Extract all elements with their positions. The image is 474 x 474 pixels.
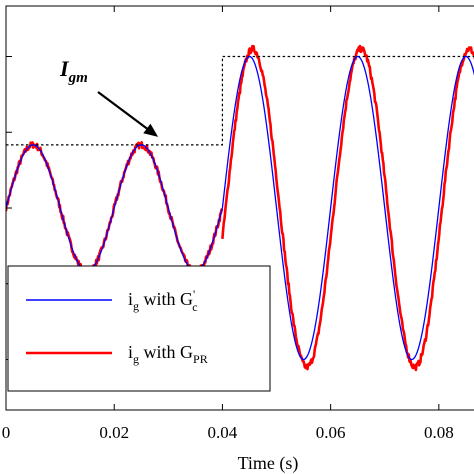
igm-label: Igm [59, 56, 88, 86]
plot-area [6, 44, 474, 372]
legend-blue-mid: with G [139, 289, 193, 309]
igm-label-main: I [59, 56, 70, 81]
legend-red-i: i [128, 342, 133, 362]
x-tick-label: 0.08 [424, 423, 454, 442]
x-axis: 0 0.02 0.04 0.06 0.08 [2, 6, 454, 442]
legend-blue-sub-g: g [133, 299, 139, 313]
legend-red-mid: with G [139, 342, 193, 362]
x-tick-label: 0 [2, 423, 11, 442]
legend-blue-sup: ' [193, 287, 195, 301]
series-ig-gc [6, 55, 474, 361]
igm-annotation: Igm [59, 56, 159, 137]
legend-box [7, 265, 271, 392]
x-tick-label: 0.06 [316, 423, 346, 442]
legend-blue-i: i [128, 289, 133, 309]
legend-red-sub-pr: PR [193, 352, 208, 366]
x-axis-label: Time (s) [238, 453, 299, 474]
legend-red-sub-g: g [133, 352, 139, 366]
x-tick-label: 0.04 [208, 423, 238, 442]
igm-arrowhead [143, 123, 159, 137]
legend-entry-red: ig with GPR [128, 342, 208, 366]
series-igm-reference [6, 55, 474, 146]
legend-blue-sub-c: c [192, 300, 197, 314]
x-tick-label: 0.02 [99, 423, 129, 442]
legend: ig with G' c ig with GPR [7, 265, 271, 392]
igm-label-sub: gm [68, 70, 88, 86]
legend-entry-blue: ig with G' c [128, 287, 198, 314]
igm-arrow [97, 91, 148, 130]
